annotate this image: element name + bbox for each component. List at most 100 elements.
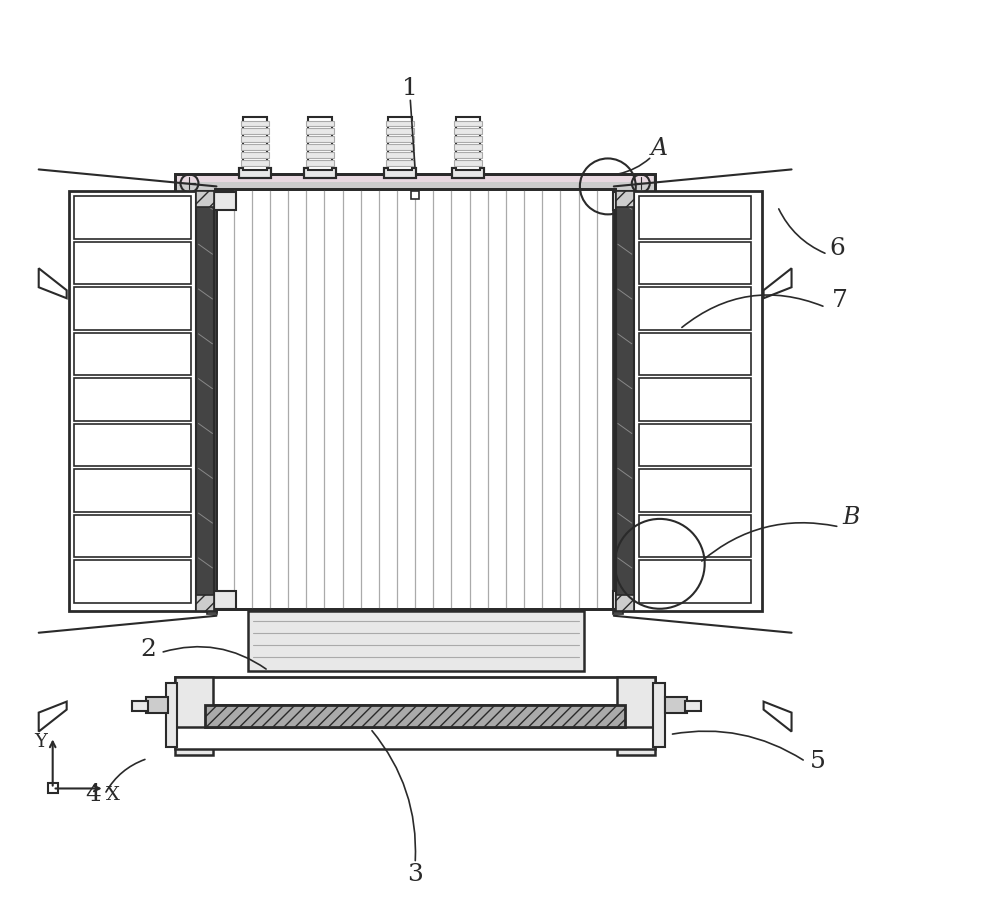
- Bar: [306, 153, 334, 160]
- Bar: [613, 193, 623, 614]
- Bar: [215, 190, 615, 609]
- Bar: [239, 170, 271, 179]
- Bar: [69, 192, 216, 611]
- Text: 6: 6: [830, 236, 845, 260]
- Bar: [454, 129, 482, 135]
- Bar: [241, 153, 269, 160]
- Bar: [166, 683, 177, 747]
- Bar: [175, 676, 655, 704]
- Bar: [386, 122, 414, 127]
- Bar: [306, 129, 334, 135]
- Bar: [639, 243, 751, 285]
- Bar: [241, 137, 269, 143]
- Bar: [639, 424, 751, 467]
- Bar: [613, 591, 633, 609]
- Bar: [384, 170, 416, 179]
- Bar: [241, 145, 269, 152]
- Bar: [386, 161, 414, 167]
- Text: 4: 4: [86, 782, 102, 805]
- Bar: [74, 288, 191, 330]
- Bar: [456, 117, 480, 171]
- Bar: [175, 676, 213, 755]
- Bar: [454, 122, 482, 127]
- FancyArrowPatch shape: [106, 759, 145, 792]
- Text: A: A: [651, 137, 668, 160]
- Bar: [74, 379, 191, 421]
- Bar: [411, 192, 419, 200]
- Bar: [196, 595, 214, 611]
- Bar: [306, 122, 334, 127]
- FancyArrowPatch shape: [410, 101, 415, 168]
- Text: 7: 7: [832, 289, 847, 311]
- Bar: [614, 192, 762, 611]
- Bar: [452, 170, 484, 179]
- Bar: [685, 701, 701, 711]
- FancyArrowPatch shape: [682, 296, 823, 328]
- Bar: [639, 334, 751, 376]
- Bar: [196, 192, 214, 611]
- FancyArrowPatch shape: [163, 647, 266, 669]
- Bar: [384, 170, 416, 179]
- Text: 3: 3: [407, 862, 423, 885]
- Bar: [214, 193, 236, 211]
- Bar: [175, 175, 655, 193]
- Bar: [665, 697, 687, 713]
- Text: 2: 2: [141, 638, 156, 660]
- Bar: [617, 676, 655, 755]
- FancyArrowPatch shape: [672, 732, 803, 760]
- Bar: [639, 198, 751, 240]
- Bar: [304, 170, 336, 179]
- Polygon shape: [764, 702, 792, 732]
- Bar: [616, 595, 634, 611]
- Bar: [177, 177, 653, 183]
- Text: Y: Y: [34, 732, 47, 750]
- Bar: [239, 170, 271, 179]
- Bar: [74, 424, 191, 467]
- FancyArrowPatch shape: [702, 523, 837, 561]
- Bar: [74, 243, 191, 285]
- Bar: [386, 145, 414, 152]
- Bar: [48, 784, 58, 794]
- Bar: [639, 379, 751, 421]
- Bar: [132, 701, 148, 711]
- Bar: [452, 170, 484, 179]
- Bar: [196, 192, 214, 208]
- Bar: [639, 515, 751, 557]
- Bar: [241, 161, 269, 167]
- Bar: [241, 129, 269, 135]
- Bar: [306, 161, 334, 167]
- Bar: [207, 193, 217, 614]
- Bar: [639, 288, 751, 330]
- Bar: [214, 591, 236, 609]
- Bar: [386, 137, 414, 143]
- Bar: [616, 192, 634, 208]
- Bar: [215, 190, 615, 609]
- Bar: [639, 470, 751, 512]
- Bar: [386, 129, 414, 135]
- Text: B: B: [843, 506, 860, 529]
- Text: 5: 5: [810, 750, 825, 772]
- Bar: [306, 145, 334, 152]
- Bar: [74, 515, 191, 557]
- Bar: [241, 122, 269, 127]
- Bar: [205, 704, 625, 727]
- Bar: [454, 161, 482, 167]
- Polygon shape: [764, 269, 792, 299]
- Bar: [306, 137, 334, 143]
- Bar: [146, 697, 168, 713]
- Bar: [454, 137, 482, 143]
- Bar: [388, 117, 412, 171]
- Bar: [639, 561, 751, 603]
- FancyArrowPatch shape: [619, 159, 650, 175]
- Bar: [304, 170, 336, 179]
- Bar: [308, 117, 332, 171]
- Bar: [74, 198, 191, 240]
- FancyArrowPatch shape: [779, 209, 825, 254]
- Bar: [386, 153, 414, 160]
- Polygon shape: [39, 702, 67, 732]
- Bar: [243, 117, 267, 171]
- Bar: [74, 561, 191, 603]
- Bar: [454, 145, 482, 152]
- Polygon shape: [39, 269, 67, 299]
- Bar: [175, 727, 655, 749]
